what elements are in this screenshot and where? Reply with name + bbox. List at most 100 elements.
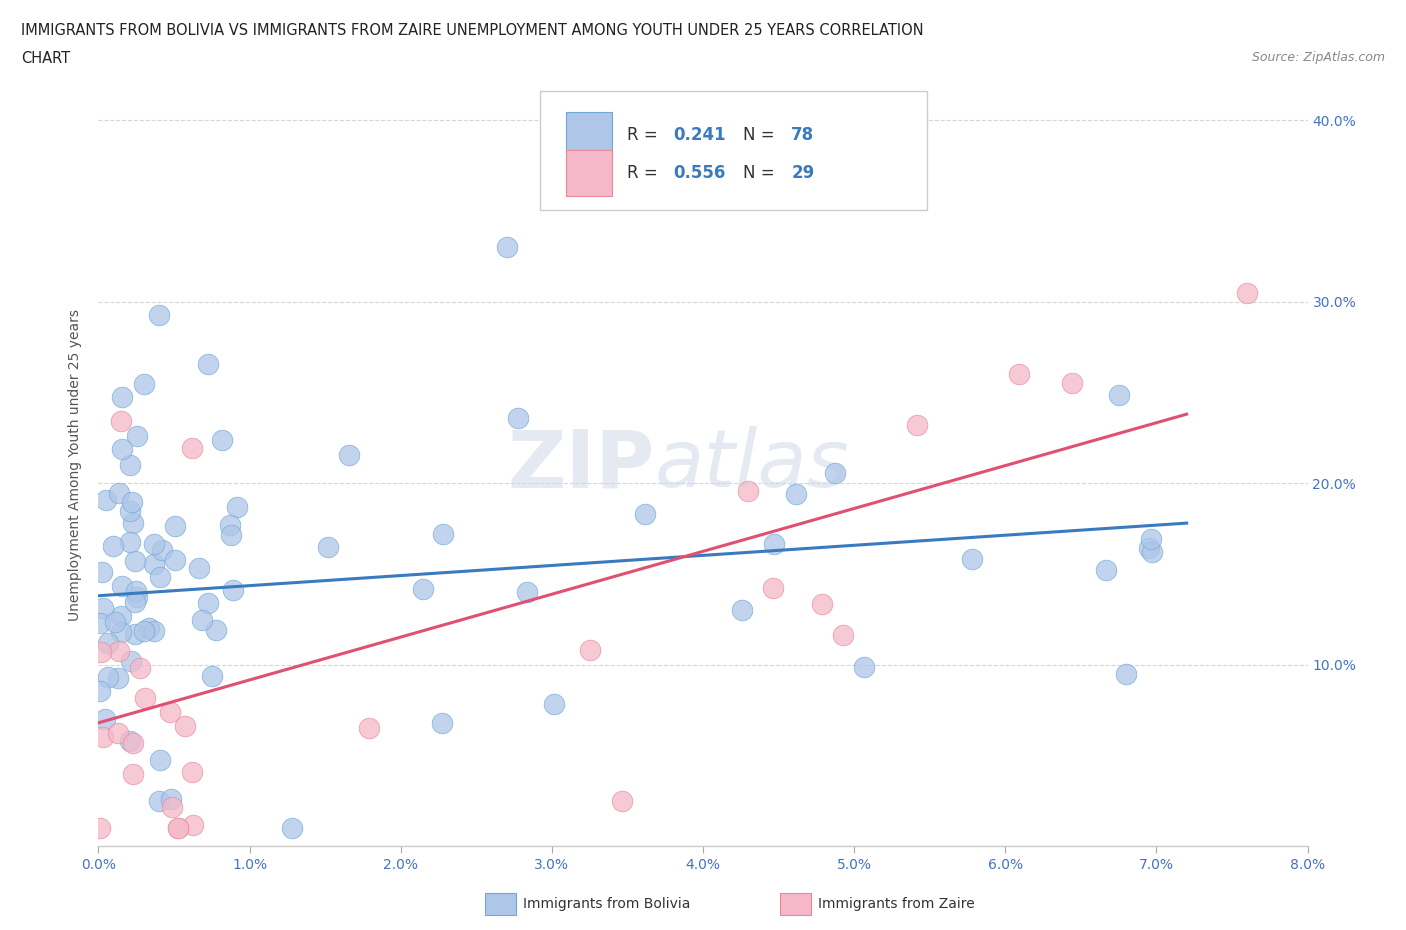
Point <box>359 721 381 736</box>
Point <box>181 817 204 832</box>
Point <box>634 507 657 522</box>
Point <box>160 791 183 806</box>
Point <box>93 711 115 726</box>
Point <box>508 410 530 425</box>
Text: Source: ZipAtlas.com: Source: ZipAtlas.com <box>1251 51 1385 64</box>
Point <box>1140 544 1163 559</box>
Point <box>516 584 538 599</box>
Point <box>612 794 634 809</box>
Point <box>125 583 148 598</box>
Point <box>132 623 155 638</box>
Y-axis label: Unemployment Among Youth under 25 years: Unemployment Among Youth under 25 years <box>69 309 83 621</box>
Point <box>110 609 132 624</box>
Point <box>110 624 132 639</box>
Point <box>149 569 172 584</box>
Point <box>97 635 120 650</box>
Text: N =: N = <box>742 164 780 182</box>
Point <box>94 492 117 507</box>
Point <box>110 414 132 429</box>
Point <box>107 726 129 741</box>
Point <box>1060 376 1083 391</box>
Point <box>495 240 517 255</box>
Point <box>127 429 149 444</box>
Text: ZIP: ZIP <box>508 426 655 504</box>
Point <box>1115 667 1137 682</box>
Point <box>121 495 143 510</box>
Point <box>103 538 125 553</box>
Point <box>222 583 245 598</box>
Point <box>120 654 142 669</box>
Point <box>762 581 785 596</box>
Text: 0.556: 0.556 <box>673 164 725 182</box>
Point <box>91 565 114 579</box>
Point <box>160 799 183 814</box>
Point <box>762 537 785 551</box>
Text: atlas: atlas <box>655 426 849 504</box>
Text: Immigrants from Bolivia: Immigrants from Bolivia <box>523 897 690 911</box>
Text: R =: R = <box>627 126 662 144</box>
Point <box>1008 366 1031 381</box>
Text: R =: R = <box>627 164 662 182</box>
Point <box>97 670 120 684</box>
Point <box>737 484 759 498</box>
Point <box>148 308 170 323</box>
Point <box>104 615 127 630</box>
Point <box>118 535 141 550</box>
Point <box>89 616 111 631</box>
Point <box>89 820 111 835</box>
Point <box>111 578 134 593</box>
Point <box>143 623 166 638</box>
Point <box>218 517 240 532</box>
Point <box>905 418 928 432</box>
Point <box>118 504 141 519</box>
Point <box>122 766 145 781</box>
Point <box>579 643 602 658</box>
Point <box>432 526 454 541</box>
Text: 29: 29 <box>792 164 814 182</box>
Point <box>89 684 111 698</box>
Point <box>110 390 132 405</box>
Point <box>125 590 148 604</box>
Point <box>142 537 165 551</box>
Point <box>191 613 214 628</box>
Bar <box>567 151 613 196</box>
Text: N =: N = <box>742 126 780 144</box>
Point <box>128 661 150 676</box>
Point <box>181 440 204 455</box>
Point <box>316 540 339 555</box>
Text: 0.241: 0.241 <box>673 126 725 144</box>
Point <box>205 622 228 637</box>
Point <box>187 560 209 575</box>
Point <box>148 793 170 808</box>
Point <box>1236 286 1258 300</box>
Point <box>811 596 834 611</box>
Point <box>134 690 156 705</box>
Text: IMMIGRANTS FROM BOLIVIA VS IMMIGRANTS FROM ZAIRE UNEMPLOYMENT AMONG YOUTH UNDER : IMMIGRANTS FROM BOLIVIA VS IMMIGRANTS FR… <box>21 23 924 38</box>
Point <box>960 551 983 566</box>
Point <box>163 553 186 568</box>
Point <box>730 603 752 618</box>
Point <box>91 730 114 745</box>
Point <box>785 487 807 502</box>
Point <box>1139 532 1161 547</box>
Point <box>281 820 304 835</box>
Text: CHART: CHART <box>21 51 70 66</box>
Point <box>221 527 243 542</box>
Point <box>166 820 188 835</box>
Point <box>124 595 146 610</box>
Point <box>1095 563 1118 578</box>
Point <box>122 735 145 750</box>
Bar <box>567 113 613 158</box>
Point <box>412 582 434 597</box>
Point <box>107 671 129 685</box>
Point <box>124 553 146 568</box>
Point <box>138 621 160 636</box>
Point <box>124 627 146 642</box>
Point <box>108 485 131 500</box>
Point <box>1108 388 1130 403</box>
Point <box>180 764 202 779</box>
Point <box>225 499 247 514</box>
Point <box>1137 541 1160 556</box>
Point <box>852 659 875 674</box>
Point <box>118 458 141 472</box>
